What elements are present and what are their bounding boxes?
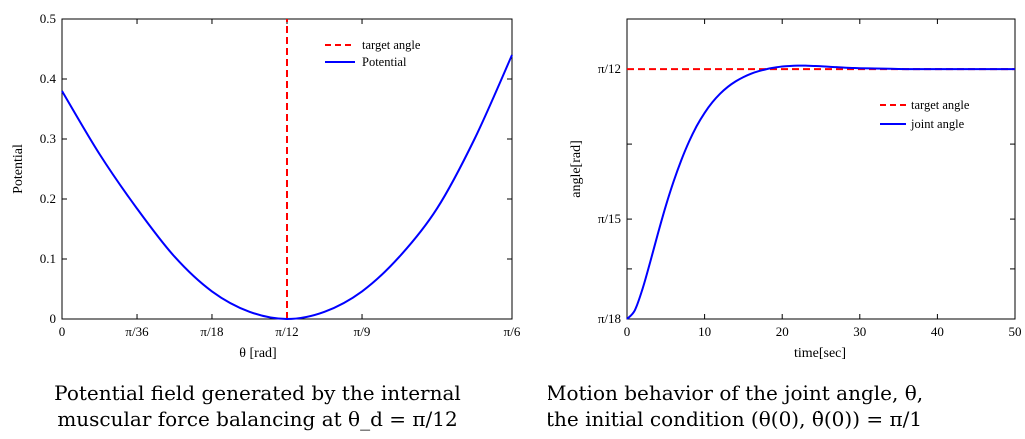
right-caption-line-1: Motion behavior of the joint angle, θ,	[548, 381, 924, 405]
right-caption: Motion behavior of the joint angle, θ, t…	[548, 380, 1025, 432]
right-x-tick-label: 40	[931, 324, 944, 339]
right-x-tick-label: 20	[776, 324, 789, 339]
left-y-ticks: 0 0.1 0.2 0.3 0.4 0.5	[40, 11, 512, 326]
left-x-axis-label: θ [rad]	[239, 346, 276, 361]
left-y-tick-label: 0.4	[40, 71, 57, 86]
left-x-tick-label: π/18	[200, 324, 223, 339]
joint-angle-chart: 0 10 20 30 40 50 π/18 π/15 π/12 time[sec] angle…	[569, 18, 1022, 361]
left-caption: Potential field generated by the interna…	[0, 380, 515, 432]
left-y-tick-label: 0.2	[40, 191, 56, 206]
right-legend-joint-label: joint angle	[910, 117, 965, 131]
right-series-joint-angle-line	[626, 64, 1015, 320]
left-series-group	[61, 19, 513, 321]
right-x-tick-label: 30	[853, 324, 866, 339]
right-x-tick-label: 10	[698, 324, 711, 339]
right-x-tick-label: 0	[624, 324, 631, 339]
right-x-ticks: 0 10 20 30 40 50	[624, 19, 1022, 339]
left-x-ticks: 0 π/36 π/18 π/12 π/9 π/6	[59, 19, 521, 339]
right-series-group	[626, 64, 1015, 320]
right-x-tick-label: 50	[1009, 324, 1022, 339]
left-y-tick-label: 0.3	[40, 131, 56, 146]
right-legend: target angle joint angle	[880, 98, 970, 131]
left-caption-line-1: Potential field generated by the interna…	[54, 381, 461, 405]
left-series-potential-line	[61, 54, 513, 321]
right-x-axis-label: time[sec]	[794, 346, 846, 361]
left-legend-potential-label: Potential	[362, 55, 407, 69]
left-x-tick-label: 0	[59, 324, 66, 339]
right-y-tick-label: π/15	[598, 211, 621, 226]
left-y-axis-label: Potential	[11, 144, 26, 194]
left-x-tick-label: π/9	[354, 324, 371, 339]
left-y-tick-label: 0.1	[40, 251, 56, 266]
right-y-axis-label: angle[rad]	[569, 140, 584, 198]
right-caption-line-2: the initial condition (θ(0), θ̇(0)) = π/…	[548, 407, 923, 431]
left-legend-target-label: target angle	[362, 38, 421, 52]
right-legend-target-label: target angle	[911, 98, 970, 112]
right-plot-frame	[626, 18, 1016, 320]
right-y-tick-label: π/12	[598, 61, 621, 76]
left-y-tick-label: 0	[50, 311, 57, 326]
right-y-ticks: π/18 π/15 π/12	[598, 18, 1015, 326]
left-legend: target angle Potential	[325, 38, 421, 69]
left-x-tick-label: π/6	[504, 324, 521, 339]
left-x-tick-label: π/12	[275, 324, 298, 339]
potential-chart: 0 π/36 π/18 π/12 π/9 π/6 0 0.1 0.2 0.3 0.4 0.5 θ […	[11, 11, 521, 361]
left-x-tick-label: π/36	[125, 324, 149, 339]
left-y-tick-label: 0.5	[40, 11, 56, 26]
left-caption-line-2: muscular force balancing at θ_d = π/12	[57, 407, 458, 431]
right-y-tick-label: π/18	[598, 311, 621, 326]
